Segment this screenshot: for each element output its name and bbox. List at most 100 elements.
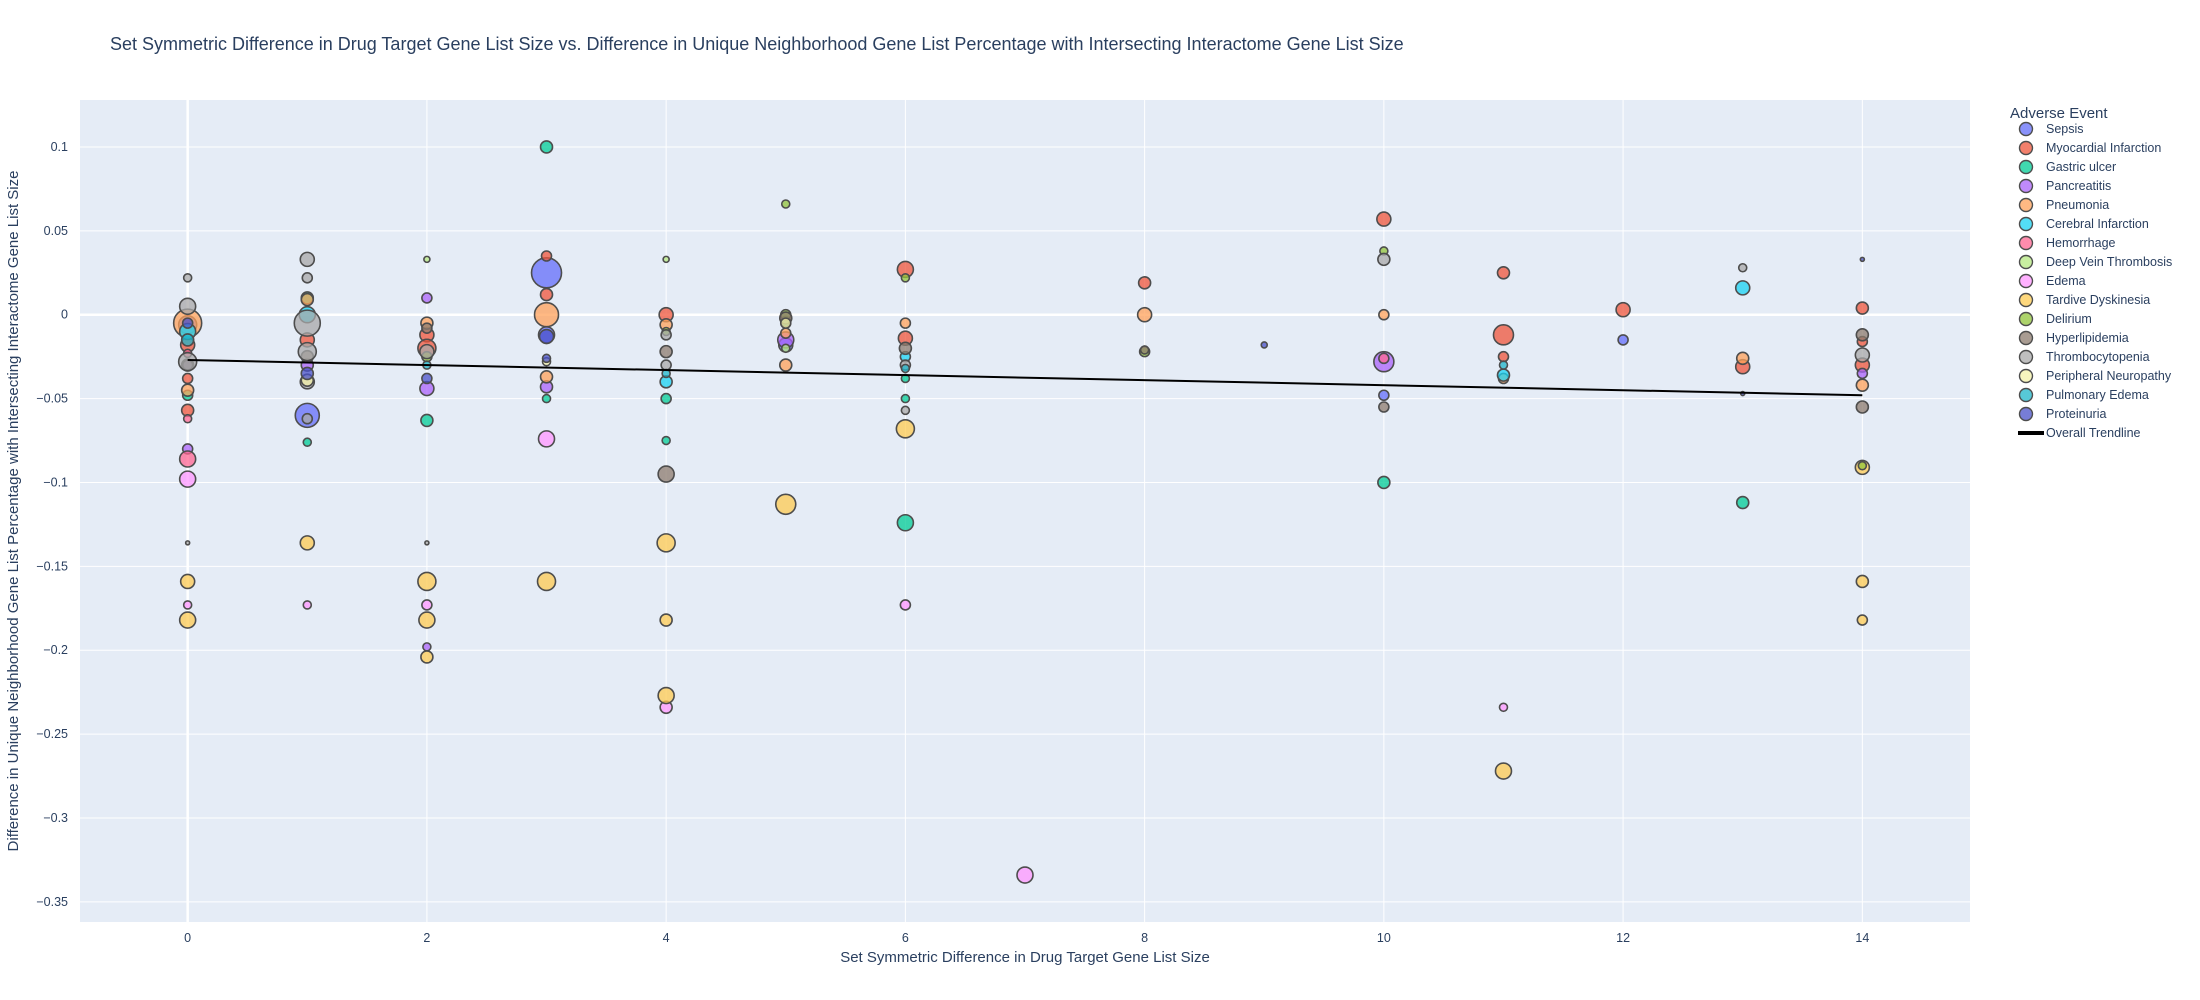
- data-point: [540, 250, 553, 262]
- y-tick-label: −0.05: [36, 392, 68, 406]
- data-point: [537, 430, 556, 448]
- legend-marker: [2018, 406, 2034, 422]
- data-point: [662, 255, 670, 264]
- gridlines: [80, 100, 1970, 922]
- legend-entry: Pneumonia: [2046, 198, 2109, 212]
- data-point: [1735, 351, 1750, 366]
- data-point: [660, 329, 672, 341]
- legend-marker: [2018, 311, 2034, 327]
- data-point: [1496, 265, 1511, 280]
- data-point: [1855, 328, 1870, 342]
- data-point: [656, 533, 676, 553]
- legend-entry: Myocardial Infarction: [2046, 141, 2161, 155]
- data-point: [1856, 614, 1869, 626]
- data-point: [533, 301, 560, 328]
- data-point: [297, 341, 318, 362]
- y-tick-label: 0.1: [51, 140, 68, 154]
- y-tick-label: −0.15: [36, 559, 68, 573]
- data-point: [657, 686, 675, 705]
- data-point: [659, 613, 673, 627]
- data-point: [899, 599, 912, 611]
- legend-entry: Edema: [2046, 274, 2086, 288]
- legend-marker: [2018, 387, 2034, 403]
- y-tick-label: −0.3: [43, 811, 68, 825]
- data-point: [774, 493, 797, 516]
- data-point: [301, 412, 314, 425]
- data-point: [1617, 334, 1629, 346]
- legend: Sepsis Myocardial Infarction Gastric ulcer…: [2018, 121, 2172, 440]
- data-point: [1735, 495, 1750, 510]
- data-point: [423, 255, 431, 264]
- data-point: [1494, 762, 1513, 780]
- chart-title: Set Symmetric Difference in Drug Target …: [110, 34, 1404, 54]
- legend-entry: Gastric ulcer: [2046, 160, 2116, 174]
- x-tick-label: 2: [423, 931, 430, 945]
- x-axis-title: Set Symmetric Difference in Drug Target …: [840, 949, 1210, 966]
- data-point: [780, 199, 791, 209]
- x-tick-label: 14: [1855, 931, 1869, 945]
- data-point: [178, 450, 197, 468]
- legend-marker: [2018, 216, 2034, 232]
- y-axis-title: Difference in Unique Neighborhood Gene L…: [5, 171, 22, 852]
- data-point: [780, 343, 791, 354]
- data-point: [1260, 341, 1269, 349]
- data-point: [179, 573, 196, 590]
- data-point: [1855, 378, 1870, 392]
- data-point: [182, 273, 193, 283]
- data-point: [1498, 360, 1509, 370]
- legend-entry: Hemorrhage: [2046, 236, 2116, 250]
- data-point: [1378, 352, 1390, 365]
- legend-marker: [2018, 197, 2034, 213]
- legend-entry: Proteinuria: [2046, 407, 2106, 421]
- data-point: [895, 418, 916, 439]
- data-point: [536, 571, 557, 592]
- data-point: [1378, 308, 1390, 321]
- legend-entry: Pancreatitis: [2046, 179, 2111, 193]
- y-tick-label: −0.2: [43, 643, 68, 657]
- data-point: [538, 328, 555, 345]
- data-point: [1856, 367, 1869, 380]
- data-point: [299, 535, 316, 551]
- data-point: [1016, 866, 1034, 884]
- legend-entry: Deep Vein Thrombosis: [2046, 255, 2172, 269]
- y-tick-label: −0.35: [36, 895, 68, 909]
- data-point: [184, 540, 191, 546]
- data-point: [421, 599, 433, 611]
- legend-marker: [2018, 178, 2034, 194]
- data-point: [1615, 301, 1631, 318]
- data-point: [421, 292, 433, 304]
- data-points: [172, 140, 1871, 884]
- x-tick-label: 6: [902, 931, 909, 945]
- data-point: [541, 353, 552, 364]
- data-point: [417, 571, 437, 592]
- x-tick-label: 0: [184, 931, 191, 945]
- data-point: [900, 363, 911, 374]
- data-point: [1734, 280, 1751, 296]
- data-point: [1497, 350, 1510, 363]
- legend-entry-trendline: Overall Trendline: [2046, 426, 2141, 440]
- plot-area: [80, 100, 1970, 922]
- data-point: [302, 600, 313, 610]
- data-point: [300, 366, 315, 381]
- legend-entry: Hyperlipidemia: [2046, 331, 2129, 345]
- data-point: [778, 358, 793, 372]
- data-point: [1855, 301, 1870, 315]
- data-point: [1377, 475, 1391, 490]
- data-point: [1857, 460, 1868, 471]
- data-point: [1854, 347, 1871, 363]
- data-point: [1496, 368, 1511, 382]
- data-point: [1136, 306, 1153, 323]
- data-point: [182, 413, 193, 424]
- legend-marker: [2018, 121, 2034, 137]
- legend-entry: Thrombocytopenia: [2046, 350, 2150, 364]
- data-point: [302, 437, 313, 448]
- data-point: [181, 372, 194, 385]
- legend-marker: [2018, 349, 2034, 365]
- y-tick-label: 0: [61, 308, 68, 322]
- data-point: [1492, 324, 1515, 346]
- data-point: [900, 273, 911, 283]
- data-point: [530, 256, 563, 289]
- data-point: [420, 650, 434, 664]
- data-point: [424, 540, 430, 546]
